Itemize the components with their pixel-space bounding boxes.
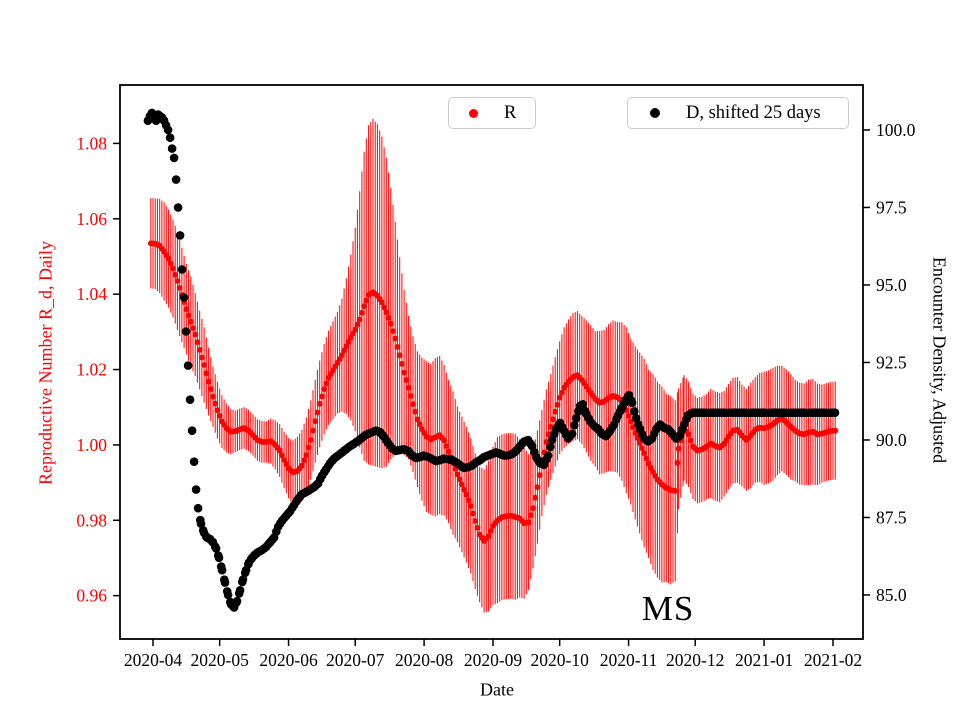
state-annotation: MS [641, 589, 695, 628]
legend-r-marker-icon [469, 108, 478, 118]
y-left-tick-label: 1.08 [76, 133, 107, 153]
legend-d-label: D, shifted 25 days [686, 102, 821, 123]
y-left-tick-label: 1.02 [76, 360, 107, 380]
x-tick-label: 2021-02 [804, 650, 862, 670]
x-axis-ticks: 2020-04 2020-05 2020-06 2020-07 2020-08 2020-… [124, 639, 862, 670]
legend-d-marker-icon [650, 108, 660, 118]
y-right-tick-label: 100.0 [876, 120, 916, 140]
plot-border [119, 84, 864, 640]
legend-r: R [448, 97, 536, 129]
y-left-tick-label: 1.06 [76, 209, 107, 229]
y-right-ticks: 85.0 87.5 90.0 92.5 95.0 97.5 100.0 [863, 120, 916, 605]
x-tick-label: 2020-08 [395, 650, 454, 670]
legend-d: D, shifted 25 days [627, 97, 849, 129]
x-tick-label: 2020-06 [259, 650, 318, 670]
y-right-tick-label: 97.5 [876, 197, 907, 217]
y-left-tick-label: 0.98 [76, 510, 107, 530]
y-right-tick-label: 95.0 [876, 275, 907, 295]
x-tick-label: 2020-12 [666, 650, 724, 670]
y-right-tick-label: 85.0 [876, 585, 907, 605]
y-right-tick-label: 92.5 [876, 352, 907, 372]
y-left-tick-label: 0.96 [76, 586, 107, 606]
x-tick-label: 2020-07 [326, 650, 385, 670]
series-R-markers [147, 240, 839, 544]
y-left-ticks: 0.96 0.98 1.00 1.02 1.04 1.06 1.08 [76, 133, 120, 606]
y-left-tick-label: 1.00 [76, 435, 107, 455]
y-axis-label-left: Reproductive Number R_d, Daily [35, 241, 56, 485]
y-right-tick-label: 87.5 [876, 507, 907, 527]
legend-r-label: R [504, 102, 517, 123]
x-axis-label: Date [480, 679, 514, 700]
x-tick-label: 2020-09 [464, 650, 523, 670]
series-D, shifted 25 days-markers [143, 108, 840, 612]
x-tick-label: 2020-04 [124, 650, 183, 670]
series-R-error-bars [150, 118, 836, 613]
x-tick-label: 2020-10 [531, 650, 590, 670]
y-right-tick-label: 90.0 [876, 430, 907, 450]
x-tick-label: 2020-05 [191, 650, 250, 670]
x-tick-label: 2020-11 [600, 650, 658, 670]
x-tick-label: 2021-01 [735, 650, 793, 670]
y-left-tick-label: 1.04 [76, 284, 107, 304]
y-axis-label-right: Encounter Density, Adjusted [929, 256, 950, 464]
